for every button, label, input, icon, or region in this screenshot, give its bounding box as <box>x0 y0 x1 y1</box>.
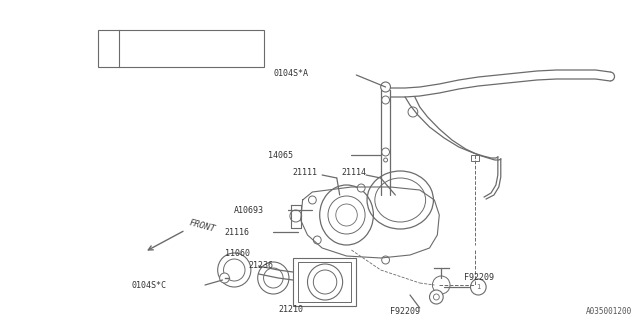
Text: 1: 1 <box>106 44 111 53</box>
Circle shape <box>258 262 289 294</box>
Text: 11060: 11060 <box>225 249 250 258</box>
Circle shape <box>429 290 443 304</box>
Circle shape <box>220 273 229 283</box>
Bar <box>293 258 356 306</box>
Circle shape <box>381 82 390 92</box>
Circle shape <box>433 276 450 294</box>
Circle shape <box>381 256 390 264</box>
Circle shape <box>433 294 439 300</box>
Text: 0104S*C: 0104S*C <box>132 282 167 291</box>
Text: 21210: 21210 <box>278 306 303 315</box>
Circle shape <box>100 41 116 57</box>
Text: 1: 1 <box>476 284 481 290</box>
Text: 14065: 14065 <box>268 150 294 159</box>
Circle shape <box>314 236 321 244</box>
Circle shape <box>408 107 418 117</box>
Circle shape <box>435 278 447 290</box>
Text: A035001200: A035001200 <box>586 308 632 316</box>
Bar <box>298 262 351 302</box>
Circle shape <box>470 279 486 295</box>
Circle shape <box>307 264 342 300</box>
Text: 0104S*A: 0104S*A <box>273 68 308 77</box>
Text: 21236: 21236 <box>249 261 274 270</box>
Bar <box>472 155 479 161</box>
Text: FRONT: FRONT <box>188 218 217 234</box>
Text: 21116: 21116 <box>225 228 250 236</box>
Text: H615081（-'08MY0709>: H615081（-'08MY0709> <box>123 36 211 44</box>
Text: A10693: A10693 <box>234 205 264 214</box>
Circle shape <box>381 96 390 104</box>
Text: F92209: F92209 <box>464 274 493 283</box>
Circle shape <box>357 184 365 192</box>
Bar <box>98 30 264 67</box>
Circle shape <box>308 196 316 204</box>
Circle shape <box>264 268 283 288</box>
Text: F92209: F92209 <box>390 308 420 316</box>
Text: 21114: 21114 <box>342 167 367 177</box>
Text: 21111: 21111 <box>293 167 318 177</box>
Circle shape <box>218 253 251 287</box>
Circle shape <box>223 259 245 281</box>
Circle shape <box>290 210 301 222</box>
Circle shape <box>314 270 337 294</box>
Text: H615182('08MY0710- ): H615182('08MY0710- ) <box>123 52 216 60</box>
